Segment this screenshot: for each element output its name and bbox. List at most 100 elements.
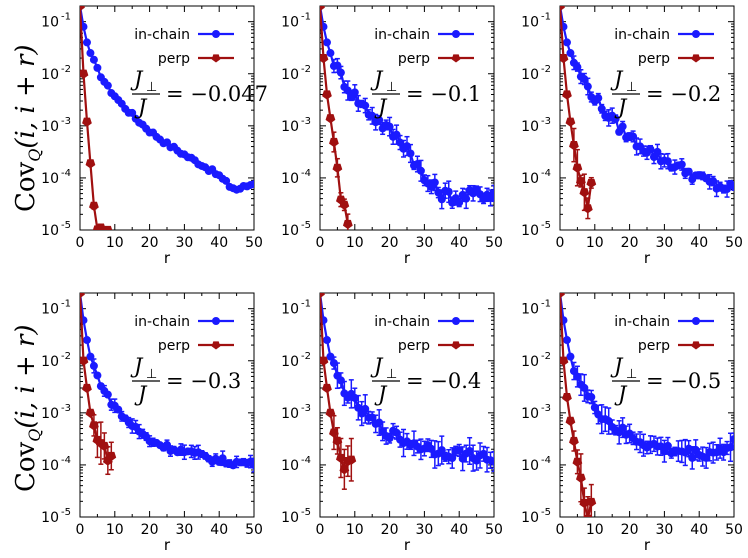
row-ylabel-top: CovQ(i, i + r) <box>11 44 44 212</box>
y-tick-label: 10 <box>41 354 59 370</box>
data-point <box>562 90 572 100</box>
data-point <box>437 195 446 204</box>
x-tick-label: 30 <box>415 235 433 251</box>
data-point <box>82 38 91 47</box>
data-point <box>329 428 339 438</box>
legend: in-chain perp <box>614 27 714 67</box>
data-point <box>361 101 370 110</box>
data-point <box>339 200 350 210</box>
y-tick-exponent: -4 <box>61 455 71 466</box>
x-tick-label: 50 <box>725 522 743 538</box>
data-point <box>350 393 359 402</box>
annotation-value: = −0.1 <box>406 82 481 106</box>
data-point <box>565 117 576 127</box>
x-tick-label: 50 <box>245 235 263 251</box>
data-point <box>709 177 718 186</box>
legend-label-perp: perp <box>398 338 430 354</box>
data-point <box>392 428 401 437</box>
data-point <box>332 436 343 446</box>
y-tick-exponent: -1 <box>301 299 311 310</box>
y-tick-label: 10 <box>281 406 299 422</box>
data-point <box>368 413 377 422</box>
data-point <box>99 441 110 452</box>
data-point <box>560 6 565 12</box>
data-point <box>560 53 569 64</box>
annotation-value: = −0.047 <box>166 82 268 106</box>
y-tick-exponent: -3 <box>301 116 311 127</box>
data-point <box>629 132 638 141</box>
data-point <box>569 436 579 447</box>
data-point <box>684 444 693 453</box>
data-point <box>582 204 593 214</box>
legend-label-perp: perp <box>638 338 670 354</box>
data-point <box>413 160 422 169</box>
y-tick-label: 10 <box>41 510 59 526</box>
annotation-value: = −0.4 <box>406 369 481 393</box>
x-tick-label: 40 <box>450 522 468 538</box>
data-point <box>250 461 254 470</box>
data-point <box>375 116 384 125</box>
data-point <box>333 61 342 70</box>
legend: in-chain perp <box>614 314 714 354</box>
x-tick-label: 30 <box>655 522 673 538</box>
annotation-num: J <box>130 354 144 378</box>
legend-marker <box>692 30 700 38</box>
data-point <box>392 130 401 139</box>
y-tick-label: 10 <box>281 171 299 187</box>
data-point <box>569 141 579 151</box>
data-point <box>325 408 336 418</box>
x-tick-label: 50 <box>485 235 503 251</box>
annotation: J ⊥J = −0.5 <box>610 354 721 406</box>
y-tick-exponent: -4 <box>301 168 311 179</box>
y-tick-label: 10 <box>281 15 299 31</box>
x-tick-label: 20 <box>381 235 399 251</box>
data-point <box>82 117 92 127</box>
row-ylabel-sub: Q <box>25 429 44 442</box>
data-point <box>396 138 405 147</box>
legend: in-chain perp <box>374 314 474 354</box>
x-axis-label: r <box>164 536 171 554</box>
y-tick-label: 10 <box>41 67 59 83</box>
legend-marker <box>212 317 220 325</box>
svg-text:CovQ(i, i + r): CovQ(i, i + r) <box>11 324 44 492</box>
x-tick-label: 0 <box>76 235 85 251</box>
y-tick-exponent: -5 <box>61 220 71 231</box>
data-point <box>455 446 464 455</box>
x-tick-label: 0 <box>76 522 85 538</box>
data-point <box>80 6 85 12</box>
series-perp <box>560 6 597 220</box>
x-tick-label: 40 <box>690 235 708 251</box>
x-tick-label: 20 <box>141 522 159 538</box>
legend-marker <box>452 30 460 38</box>
annotation-den: J <box>614 382 628 406</box>
data-point <box>320 53 329 64</box>
y-tick-label: 10 <box>281 302 299 318</box>
x-tick-label: 20 <box>621 522 639 538</box>
annotation-den: J <box>374 95 388 119</box>
x-tick-label: 10 <box>106 522 124 538</box>
series-perp <box>320 293 357 490</box>
legend-marker <box>691 341 701 350</box>
data-point <box>730 435 734 444</box>
legend-marker <box>692 317 700 325</box>
data-point <box>103 81 112 90</box>
x-tick-label: 10 <box>106 235 124 251</box>
x-tick-label: 20 <box>381 522 399 538</box>
annotation-num-sub: ⊥ <box>386 367 397 382</box>
data-point <box>332 163 343 173</box>
legend-label-perp: perp <box>398 51 430 67</box>
data-point <box>368 111 377 120</box>
annotation-num-sub: ⊥ <box>146 367 157 382</box>
x-tick-label: 30 <box>415 522 433 538</box>
data-point <box>479 449 488 458</box>
x-tick-label: 40 <box>450 235 468 251</box>
y-tick-exponent: -4 <box>541 168 551 179</box>
y-tick-label: 10 <box>521 354 539 370</box>
data-point <box>89 55 98 64</box>
data-point <box>580 75 589 84</box>
legend-marker <box>211 341 221 350</box>
series-in-chain <box>560 293 734 470</box>
data-point <box>114 405 123 414</box>
